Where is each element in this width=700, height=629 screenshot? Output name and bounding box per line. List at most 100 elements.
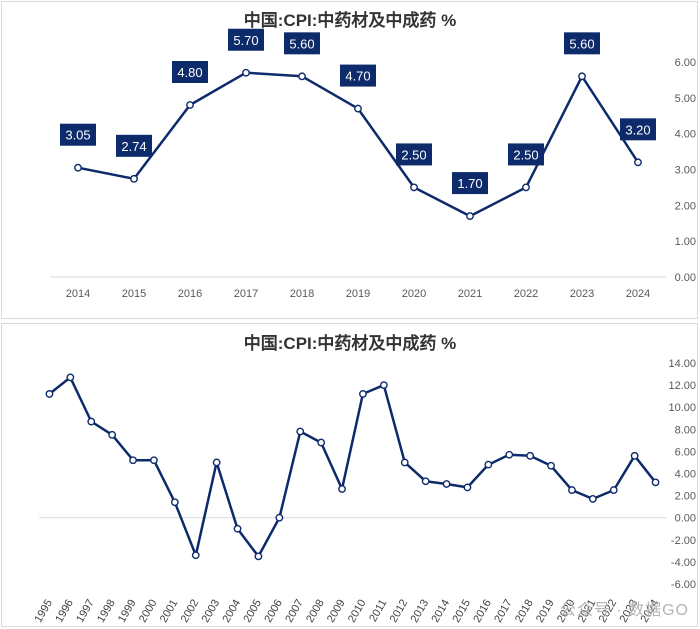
x-tick-label: 2020	[402, 288, 426, 300]
x-tick-label: 2014	[430, 598, 453, 625]
y-tick-label: -2.00	[671, 535, 696, 547]
data-label: 2.74	[121, 139, 146, 154]
data-point	[212, 458, 221, 467]
x-tick-label: 2010	[346, 598, 369, 625]
data-label: 2.50	[513, 147, 538, 162]
data-point	[547, 461, 555, 470]
y-tick-label: 5.00	[675, 93, 696, 105]
data-point	[275, 513, 284, 522]
x-tick-label: 2024	[626, 288, 650, 300]
data-point	[66, 373, 75, 382]
series-line	[48, 376, 657, 558]
x-tick-label: 2004	[221, 598, 244, 625]
x-tick-label: 2006	[262, 598, 285, 625]
data-point	[129, 456, 137, 465]
line-chart-1995-2024: 中国:CPI:中药材及中成药 % -6.00 -4.00 -2.00 0.00 2.00 4…	[32, 333, 696, 625]
data-point	[150, 456, 158, 465]
y-tick-label: 6.00	[675, 57, 696, 69]
data-point	[522, 183, 530, 192]
data-point	[130, 174, 138, 183]
x-tick-label: 2012	[388, 598, 411, 625]
x-tick-label: 2016	[178, 288, 202, 300]
data-point	[298, 72, 306, 81]
data-label-box	[60, 123, 96, 146]
data-point	[505, 450, 514, 459]
data-label-box	[340, 64, 376, 87]
x-tick-label: 2015	[122, 288, 146, 300]
data-point	[466, 212, 474, 220]
data-point	[186, 101, 194, 109]
data-point	[254, 552, 263, 561]
data-label-box	[228, 28, 264, 51]
data-label: 4.80	[177, 65, 202, 80]
y-tick-label: 1.00	[675, 236, 696, 248]
y-tick-label: 8.00	[675, 424, 696, 436]
data-label: 4.70	[345, 69, 370, 84]
data-point	[379, 381, 388, 389]
data-point	[578, 72, 586, 81]
x-tick-label: 2014	[66, 288, 90, 300]
x-tick-label: 1998	[95, 598, 118, 625]
data-point	[191, 551, 200, 560]
data-label: 5.70	[233, 33, 258, 48]
data-label-box	[172, 61, 208, 83]
data-point	[568, 486, 576, 494]
data-label: 3.20	[625, 122, 650, 137]
data-label-box	[452, 172, 488, 195]
y-tick-label: 0.00	[675, 513, 696, 525]
data-label-box	[564, 32, 600, 55]
x-tick-label: 2017	[492, 598, 515, 625]
x-tick-label: 2005	[241, 598, 264, 625]
y-tick-label: 4.00	[675, 469, 696, 481]
data-point	[463, 483, 472, 492]
x-tick-label: 2008	[304, 598, 327, 625]
data-point	[484, 460, 493, 469]
x-tick-label: 2003	[200, 598, 223, 625]
data-point	[242, 68, 250, 77]
chart-panel-top: 中国:CPI:中药材及中成药 % 0.00 1.00 2.00 3.00 4.00 5.00…	[1, 1, 698, 319]
data-point	[359, 390, 367, 398]
y-tick-label: 10.00	[668, 402, 696, 414]
x-tick-label: 2002	[179, 598, 202, 625]
y-tick-label: -6.00	[671, 579, 696, 591]
x-tick-label: 2021	[458, 288, 482, 300]
data-label-box	[508, 143, 544, 166]
x-tick-label: 2015	[450, 598, 473, 625]
y-tick-label: 2.00	[675, 200, 696, 212]
x-tick-label: 2000	[137, 598, 160, 625]
y-tick-label: 3.00	[675, 165, 696, 177]
x-tick-label: 2018	[513, 598, 536, 625]
data-label: 5.60	[569, 36, 594, 51]
data-point	[108, 430, 117, 439]
data-point	[526, 451, 535, 460]
watermark-text: 公众号 · 数据GO	[559, 602, 689, 619]
data-point	[233, 524, 242, 533]
y-tick-label: 4.00	[675, 129, 696, 141]
series-line	[77, 71, 640, 218]
data-point	[442, 480, 451, 488]
x-tick-label: 2018	[290, 288, 314, 300]
chart-panel-bottom: 中国:CPI:中药材及中成药 % -6.00 -4.00 -2.00 0.00 2.00 4…	[1, 323, 698, 627]
data-point	[400, 458, 409, 467]
x-tick-label: 1999	[116, 598, 139, 625]
x-tick-label: 2019	[534, 598, 557, 625]
x-tick-label: 2022	[514, 288, 538, 300]
data-label-box	[284, 32, 320, 55]
data-point	[170, 498, 179, 507]
data-point	[421, 477, 430, 486]
data-point	[296, 427, 305, 436]
data-point	[410, 183, 418, 192]
chart-title: 中国:CPI:中药材及中成药 %	[244, 10, 457, 30]
data-point	[634, 158, 642, 167]
x-tick-label: 2011	[367, 598, 389, 624]
x-tick-label: 2001	[158, 598, 181, 625]
data-point	[588, 495, 597, 503]
data-point	[45, 390, 54, 398]
data-point	[630, 451, 639, 460]
y-tick-label: 14.00	[668, 358, 696, 370]
data-point	[609, 486, 618, 494]
x-tick-label: 2007	[283, 598, 306, 625]
x-tick-label: 1997	[74, 598, 97, 625]
x-tick-label: 2019	[346, 288, 370, 300]
line-chart-2014-2024: 中国:CPI:中药材及中成药 % 0.00 1.00 2.00 3.00 4.00 5.00…	[50, 10, 696, 300]
